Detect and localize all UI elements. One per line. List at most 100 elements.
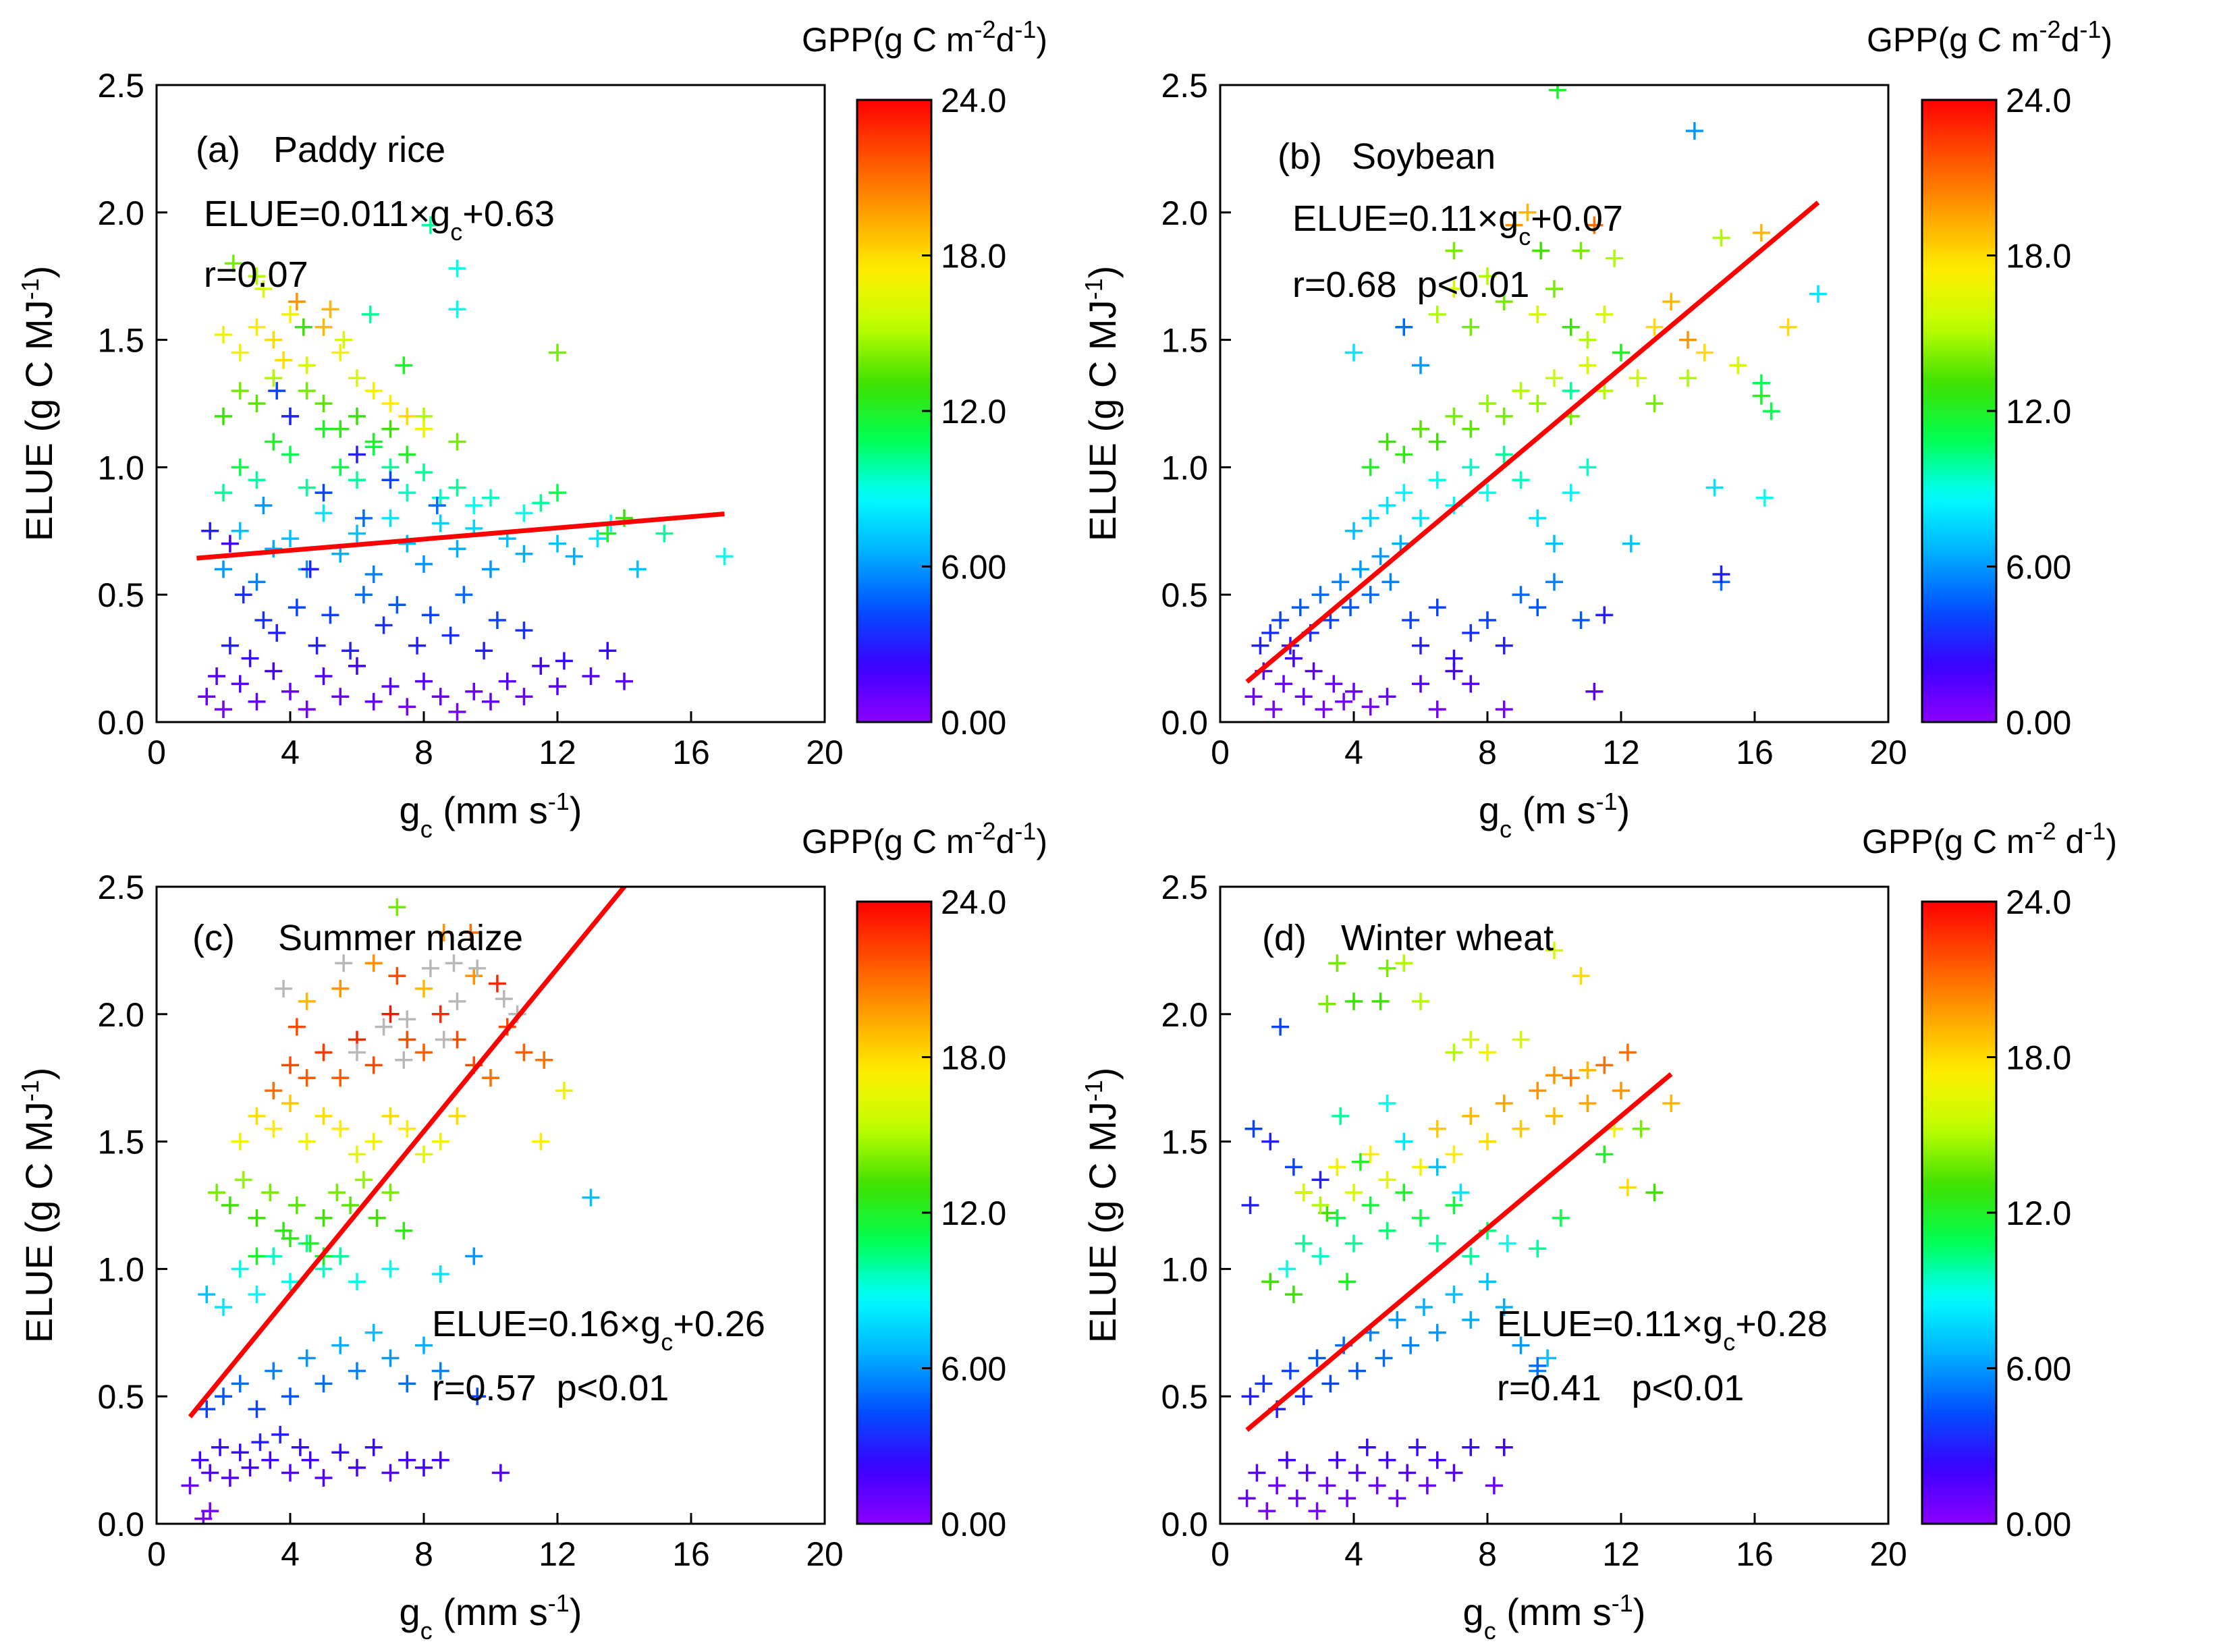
data-point xyxy=(1545,1066,1563,1084)
x-tick-label: 8 xyxy=(414,1535,433,1573)
data-point xyxy=(381,1260,400,1278)
x-tick-label: 8 xyxy=(1478,734,1497,771)
plot-frame-c xyxy=(155,885,826,1525)
data-point xyxy=(354,509,373,527)
data-point xyxy=(301,560,319,578)
data-point xyxy=(1779,318,1797,336)
data-point xyxy=(1311,586,1330,604)
colorbar-title-a-part: d xyxy=(996,21,1015,59)
y-axis-title-b-part: -1 xyxy=(1080,278,1107,300)
data-point xyxy=(1368,1477,1386,1495)
y-tick-label: 1.5 xyxy=(1161,322,1208,360)
data-point xyxy=(1392,534,1410,553)
data-point xyxy=(388,967,406,985)
data-point xyxy=(1512,586,1530,604)
colorbar-title-c-part: ) xyxy=(1036,823,1047,860)
data-point xyxy=(448,1107,466,1125)
data-point xyxy=(281,1230,299,1248)
equation-b-part: +0.07 xyxy=(1531,198,1623,239)
data-point xyxy=(465,1247,483,1265)
data-point xyxy=(1445,242,1463,260)
panel-d: 0 4 8 12 16 200.00.51.01.52.02.5gc (mm s-1)EL… xyxy=(1080,817,2117,1645)
data-point xyxy=(1445,1286,1463,1304)
data-point xyxy=(248,267,266,285)
data-point xyxy=(314,667,333,686)
data-point xyxy=(298,356,316,375)
data-point xyxy=(488,974,506,993)
data-point xyxy=(1318,995,1336,1013)
data-point xyxy=(1579,1061,1597,1079)
data-point xyxy=(281,445,299,464)
data-point xyxy=(462,923,480,941)
data-point xyxy=(381,471,400,489)
x-tick-label: 16 xyxy=(1736,734,1774,771)
data-point xyxy=(1462,1247,1480,1265)
x-axis-title-d-part: ) xyxy=(1633,1591,1646,1633)
data-point xyxy=(1428,1451,1446,1469)
data-point xyxy=(248,692,266,711)
data-point xyxy=(1345,1184,1363,1202)
colorbar-title-d-part: -2 xyxy=(2035,817,2056,845)
data-point xyxy=(375,616,393,634)
data-point xyxy=(1485,1477,1503,1495)
data-point xyxy=(348,657,366,675)
x-axis-title-c-part: -1 xyxy=(548,1589,570,1617)
colorbar-title-b-part: d xyxy=(2061,21,2080,59)
data-point xyxy=(348,524,366,543)
data-point xyxy=(1545,534,1563,553)
data-point xyxy=(599,524,617,543)
data-point xyxy=(314,1043,333,1062)
data-point xyxy=(241,649,259,667)
data-point xyxy=(1358,1438,1376,1456)
data-point xyxy=(1408,1438,1427,1456)
data-point xyxy=(1645,395,1664,412)
data-point xyxy=(1378,1171,1396,1189)
y-axis-title-a-part: -1 xyxy=(16,278,44,300)
crop-name-d: Winter wheat xyxy=(1341,918,1554,958)
data-point xyxy=(448,259,466,277)
data-point xyxy=(1418,1477,1436,1495)
data-point xyxy=(431,1132,449,1151)
x-axis-title-d: gc (mm s-1) xyxy=(1463,1589,1646,1645)
data-point xyxy=(331,1443,350,1462)
data-point xyxy=(1318,1477,1336,1495)
data-point xyxy=(198,1400,216,1419)
data-point xyxy=(415,555,433,573)
data-point xyxy=(555,1082,573,1100)
data-point xyxy=(381,395,400,412)
data-point xyxy=(1445,1196,1463,1214)
data-point xyxy=(1529,599,1547,617)
y-tick-label: 0.5 xyxy=(97,1378,144,1416)
data-point xyxy=(455,586,473,604)
data-point xyxy=(1529,1082,1547,1100)
data-point xyxy=(532,494,550,512)
data-point xyxy=(1294,1387,1313,1406)
y-axis-title-a-part: ) xyxy=(18,266,60,279)
y-axis-title-d: ELUE (g C MJ-1) xyxy=(1080,1068,1124,1344)
data-point xyxy=(1606,249,1624,267)
data-point xyxy=(1311,1247,1330,1265)
data-point xyxy=(381,509,400,527)
data-point xyxy=(215,1387,232,1406)
x-axis-title-d-part: c xyxy=(1484,1617,1496,1645)
colorbar-title-a-part: -2 xyxy=(975,16,996,43)
x-tick-label: 0 xyxy=(147,734,166,771)
colorbar-c xyxy=(856,900,933,1525)
data-point xyxy=(265,1082,283,1100)
data-point xyxy=(265,662,283,680)
data-point xyxy=(515,622,533,640)
data-point xyxy=(565,547,583,566)
data-point xyxy=(1275,675,1293,693)
data-point xyxy=(314,504,333,522)
data-point xyxy=(549,484,566,502)
colorbar-tick-label: 6.00 xyxy=(941,549,1006,586)
x-tick-label: 20 xyxy=(806,1535,844,1573)
y-tick-label: 2.0 xyxy=(1161,194,1208,232)
data-point xyxy=(1428,1158,1446,1176)
data-point xyxy=(1381,573,1400,591)
data-point xyxy=(368,1209,386,1227)
colorbar-d xyxy=(1921,900,1998,1525)
x-axis-title-b-part: ) xyxy=(1617,789,1630,831)
panel-label-d: (d) xyxy=(1262,918,1307,958)
data-point xyxy=(1645,318,1664,336)
